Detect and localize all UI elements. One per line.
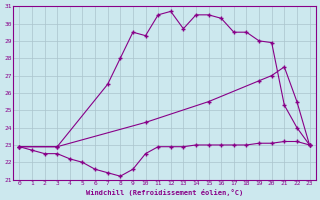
X-axis label: Windchill (Refroidissement éolien,°C): Windchill (Refroidissement éolien,°C) <box>86 189 243 196</box>
